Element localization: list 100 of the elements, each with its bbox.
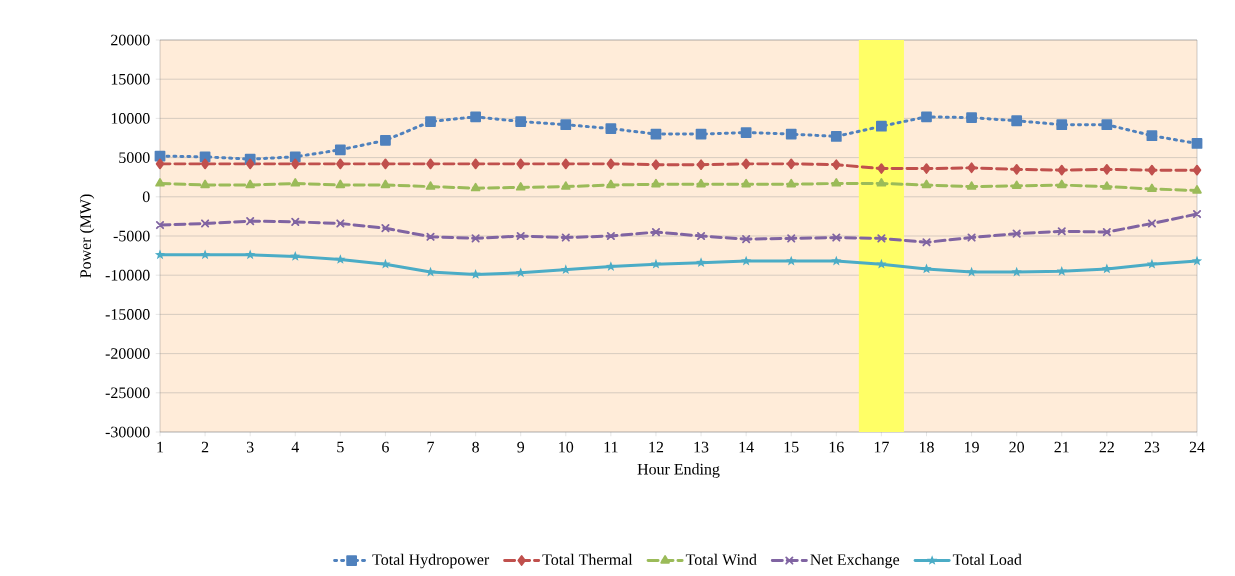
x-tick-label: 15: [784, 441, 799, 453]
point: [561, 181, 571, 190]
point: [335, 179, 346, 189]
point: [335, 254, 346, 264]
point: [470, 182, 481, 192]
point: [967, 233, 976, 242]
point: [740, 127, 752, 138]
point: [832, 233, 841, 242]
x-tick-label: 8: [472, 441, 479, 453]
x-tick-label: 20: [1009, 441, 1025, 453]
y-tick-label: 10000: [111, 113, 150, 124]
point: [381, 158, 390, 170]
point: [289, 151, 301, 163]
point: [785, 128, 797, 140]
point: [199, 249, 211, 260]
point: [606, 179, 616, 189]
point: [696, 159, 706, 171]
point: [921, 179, 932, 189]
x-tick-label: 23: [1144, 441, 1160, 453]
x-tick-label: 11: [604, 441, 618, 453]
point: [426, 158, 435, 170]
point: [606, 158, 616, 170]
point: [787, 234, 796, 243]
point: [695, 257, 707, 268]
point: [425, 116, 436, 127]
point: [1101, 119, 1113, 131]
legend-label: Total Thermal: [542, 553, 633, 565]
point: [470, 269, 481, 279]
x-tick-label: 2: [201, 441, 209, 453]
x-tick-label: 24: [1189, 441, 1205, 453]
point: [831, 255, 842, 266]
point: [290, 178, 301, 187]
point: [966, 181, 977, 190]
x-tick-label: 4: [291, 441, 299, 453]
x-tick-label: 6: [382, 441, 389, 453]
y-tick-label: 15000: [111, 73, 150, 85]
point: [1012, 229, 1021, 238]
point: [606, 231, 615, 241]
point: [155, 220, 165, 230]
point: [560, 119, 572, 131]
point: [1101, 263, 1112, 274]
point: [470, 111, 481, 123]
point: [921, 111, 932, 123]
point: [334, 144, 346, 156]
point: [1056, 265, 1067, 276]
point: [1011, 266, 1022, 277]
legend-label: Total Load: [952, 553, 1022, 565]
point: [515, 116, 527, 127]
point: [876, 120, 887, 132]
x-tick-label: 13: [694, 441, 709, 453]
point: [922, 238, 931, 247]
legend-label: Net Exchange: [810, 553, 900, 569]
x-tick-label: 22: [1099, 441, 1114, 453]
point: [651, 159, 661, 171]
y-tick-label: -15000: [105, 309, 150, 320]
y-tick-label: 20000: [111, 34, 150, 46]
point: [1192, 185, 1202, 194]
point: [515, 182, 526, 191]
x-tick-label: 21: [1054, 441, 1069, 453]
point: [832, 159, 841, 171]
point: [1057, 227, 1066, 236]
point: [651, 178, 661, 188]
point: [1191, 255, 1203, 266]
y-tick-label: -20000: [105, 348, 150, 359]
point: [155, 178, 165, 187]
point: [1192, 209, 1202, 219]
point: [741, 178, 751, 188]
x-axis-title: Hour Ending: [637, 463, 720, 478]
point: [966, 266, 977, 277]
point: [876, 258, 887, 269]
x-tick-label: 16: [829, 441, 844, 453]
y-tick-label: 0: [142, 191, 150, 203]
point: [155, 158, 165, 170]
point: [336, 219, 345, 228]
point: [201, 219, 210, 228]
point: [1056, 119, 1068, 131]
point: [245, 179, 255, 189]
point: [245, 158, 255, 170]
point: [1102, 181, 1112, 190]
y-axis-title: Power (MW): [79, 194, 95, 278]
point: [336, 158, 345, 170]
point: [922, 163, 931, 174]
x-tick-label: 14: [739, 441, 754, 453]
point: [1012, 163, 1021, 175]
point: [291, 158, 300, 170]
point: [877, 234, 886, 243]
y-tick-label: -30000: [105, 426, 150, 438]
x-tick-label: 12: [649, 441, 664, 453]
point: [786, 158, 796, 170]
point: [200, 179, 210, 189]
y-tick-label: 5000: [119, 152, 150, 163]
point: [380, 179, 391, 189]
point: [471, 234, 480, 243]
point: [1146, 258, 1158, 269]
point: [651, 228, 661, 237]
point: [245, 249, 256, 260]
legend-label: Total Hydropower: [372, 553, 490, 569]
point: [696, 231, 706, 241]
point: [516, 158, 525, 170]
point: [831, 178, 842, 187]
